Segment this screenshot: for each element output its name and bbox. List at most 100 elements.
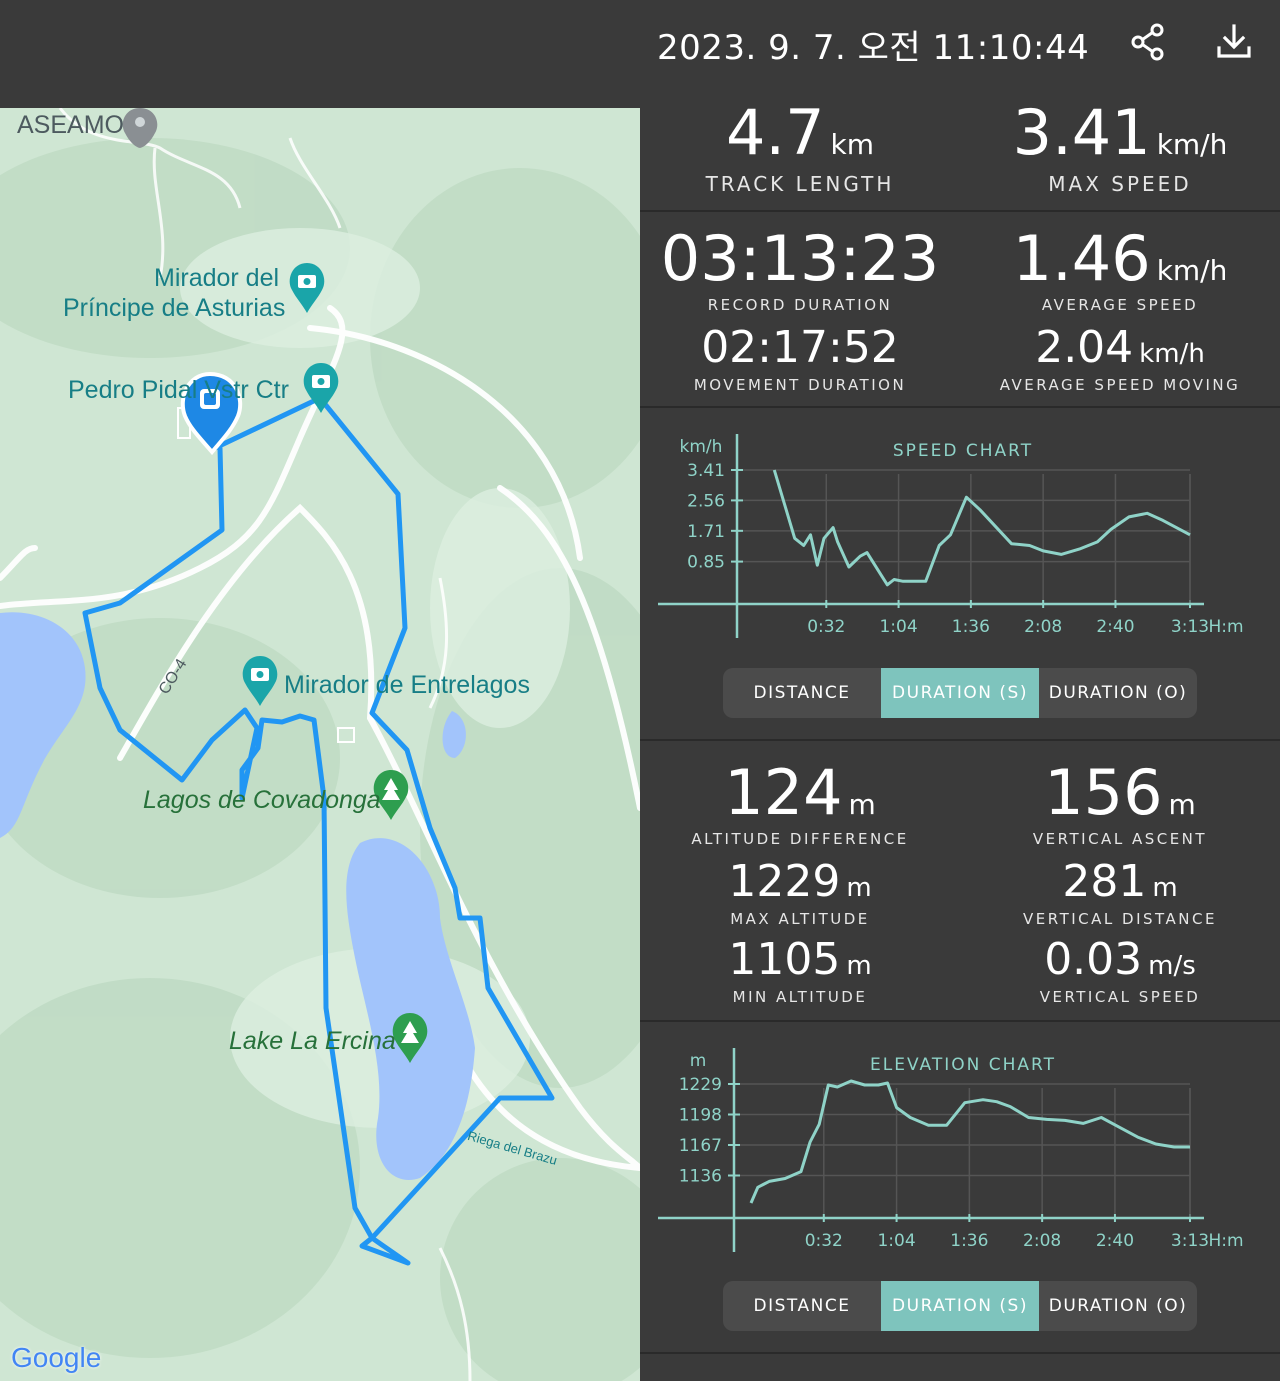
vertical-speed-unit: m/s: [1148, 951, 1196, 981]
average-speed-moving-label: AVERAGE SPEED MOVING: [999, 376, 1241, 394]
elevation-chart: 0:32 1:04 1:36 2:08 2:40 3:13 H:m 1136 1167 1198 1…: [640, 1034, 1280, 1264]
map-label-lake-ercina: Lake La Ercina: [229, 1027, 396, 1055]
max-altitude-value: 1229: [728, 856, 841, 907]
track-length-unit: km: [830, 128, 875, 161]
average-speed-moving-stat: 2.04 km/h AVERAGE SPEED MOVING: [960, 326, 1280, 395]
camera-marker-icon: [289, 263, 325, 313]
average-speed-moving-value: 2.04: [1035, 322, 1134, 373]
vertical-distance-label: VERTICAL DISTANCE: [1023, 910, 1217, 928]
vertical-speed-stat: 0.03 m/s VERTICAL SPEED: [960, 938, 1280, 1007]
y-axis-label: km/h: [680, 437, 723, 457]
elevation-chart-toggle: DISTANCE DURATION (S) DURATION (O): [723, 1281, 1197, 1331]
google-logo: Google: [11, 1342, 102, 1373]
y-axis-label: m: [690, 1051, 707, 1071]
vertical-ascent-unit: m: [1168, 788, 1196, 821]
record-duration-value: 03:13:23: [660, 222, 940, 295]
toggle-duration-o[interactable]: DURATION (O): [1048, 683, 1188, 703]
toggle-duration-s[interactable]: DURATION (S): [881, 668, 1039, 718]
y-tick-label: 1.71: [687, 522, 725, 542]
series-line: [772, 469, 1191, 587]
camera-marker-icon: [303, 363, 339, 413]
max-speed-value: 3.41: [1012, 96, 1151, 169]
record-duration-stat: 03:13:23 RECORD DURATION: [640, 228, 960, 315]
average-speed-moving-unit: km/h: [1139, 339, 1205, 369]
y-tick-label: 1229: [679, 1075, 722, 1095]
x-tick-label: 2:40: [1096, 617, 1134, 637]
altitude-difference-value: 124: [724, 756, 843, 829]
chart-title: ELEVATION CHART: [870, 1055, 1056, 1075]
vertical-speed-label: VERTICAL SPEED: [1039, 988, 1201, 1006]
divider: [640, 406, 1280, 408]
download-icon[interactable]: [1214, 22, 1254, 62]
min-altitude-unit: m: [846, 951, 872, 981]
y-tick-label: 2.56: [687, 491, 725, 511]
track-length-stat: 4.7 km TRACK LENGTH: [640, 102, 960, 197]
x-tick-label: 2:40: [1096, 1231, 1134, 1251]
vertical-speed-value: 0.03: [1044, 934, 1143, 985]
x-tick-label: 2:08: [1023, 1231, 1061, 1251]
divider: [640, 1020, 1280, 1022]
stats-panel: 4.7 km TRACK LENGTH 3.41 km/h MAX SPEED 03…: [640, 102, 1280, 1381]
movement-duration-label: MOVEMENT DURATION: [693, 376, 907, 394]
map-label-mirador-principe-1: Mirador del: [154, 264, 280, 292]
map-label-lagos-covadonga: Lagos de Covadonga: [143, 786, 381, 814]
speed-chart-svg: 0:32 1:04 1:36 2:08 2:40 3:13 H:m 0.85 1.71 2.56 3…: [658, 434, 1244, 638]
divider: [640, 210, 1280, 212]
min-altitude-stat: 1105 m MIN ALTITUDE: [640, 938, 960, 1007]
movement-duration-value: 02:17:52: [701, 322, 899, 373]
vertical-distance-stat: 281 m VERTICAL DISTANCE: [960, 860, 1280, 929]
toggle-distance[interactable]: DISTANCE: [753, 683, 851, 703]
altitude-difference-stat: 124 m ALTITUDE DIFFERENCE: [640, 762, 960, 849]
vertical-distance-value: 281: [1062, 856, 1147, 907]
y-tick-label: 1167: [679, 1136, 722, 1156]
x-unit-label: H:m: [1208, 617, 1243, 637]
start-pin-icon: [180, 371, 243, 456]
vertical-ascent-value: 156: [1044, 756, 1163, 829]
speed-chart-toggle: DISTANCE DURATION (S) DURATION (O): [723, 668, 1197, 718]
track-length-label: TRACK LENGTH: [705, 172, 895, 196]
x-tick-label: 0:32: [805, 1231, 843, 1251]
min-altitude-label: MIN ALTITUDE: [732, 988, 868, 1006]
toggle-duration-o[interactable]: DURATION (O): [1048, 1296, 1188, 1316]
map-label-mirador-entrelagos: Mirador de Entrelagos: [284, 671, 530, 699]
max-speed-unit: km/h: [1156, 128, 1228, 161]
share-icon[interactable]: [1128, 22, 1168, 62]
y-tick-label: 1198: [679, 1106, 722, 1126]
map-label-mirador-principe-2: Príncipe de Asturias: [63, 294, 286, 322]
average-speed-unit: km/h: [1156, 254, 1228, 287]
record-duration-label: RECORD DURATION: [707, 296, 893, 314]
series-line: [749, 1079, 1190, 1204]
x-tick-label: 2:08: [1024, 617, 1062, 637]
divider: [640, 739, 1280, 741]
place-marker-icon: [122, 108, 158, 148]
x-tick-label: 3:13: [1171, 1231, 1209, 1251]
y-tick-label: 3.41: [687, 461, 725, 481]
top-bar: 2023. 9. 7. 오전 11:10:44: [0, 0, 1280, 108]
y-tick-label: 1136: [679, 1167, 722, 1187]
max-altitude-stat: 1229 m MAX ALTITUDE: [640, 860, 960, 929]
route-map[interactable]: ASEAMO Mirador del Príncipe de Asturias …: [0, 108, 640, 1381]
max-speed-label: MAX SPEED: [1048, 172, 1192, 196]
x-tick-label: 1:36: [950, 1231, 988, 1251]
x-unit-label: H:m: [1208, 1231, 1243, 1251]
x-tick-label: 1:04: [877, 1231, 915, 1251]
average-speed-value: 1.46: [1012, 222, 1151, 295]
elevation-chart-svg: 0:32 1:04 1:36 2:08 2:40 3:13 H:m 1136 1167 1198 1…: [658, 1048, 1244, 1252]
y-tick-label: 0.85: [687, 553, 725, 573]
camera-marker-icon: [242, 656, 278, 706]
altitude-difference-label: ALTITUDE DIFFERENCE: [691, 830, 909, 848]
map-label-pedro-pidal: Pedro Pidal Vstr Ctr: [68, 376, 289, 404]
max-altitude-unit: m: [846, 873, 872, 903]
map-canvas: [0, 108, 640, 1381]
toggle-duration-s[interactable]: DURATION (S): [881, 1281, 1039, 1331]
x-tick-label: 1:36: [952, 617, 990, 637]
map-label-aseamo: ASEAMO: [17, 111, 124, 139]
chart-title: SPEED CHART: [893, 441, 1033, 461]
max-speed-stat: 3.41 km/h MAX SPEED: [960, 102, 1280, 197]
movement-duration-stat: 02:17:52 MOVEMENT DURATION: [640, 326, 960, 395]
vertical-ascent-stat: 156 m VERTICAL ASCENT: [960, 762, 1280, 849]
x-tick-label: 0:32: [807, 617, 845, 637]
toggle-distance[interactable]: DISTANCE: [753, 1296, 851, 1316]
average-speed-stat: 1.46 km/h AVERAGE SPEED: [960, 228, 1280, 315]
park-marker-icon: [392, 1013, 428, 1063]
